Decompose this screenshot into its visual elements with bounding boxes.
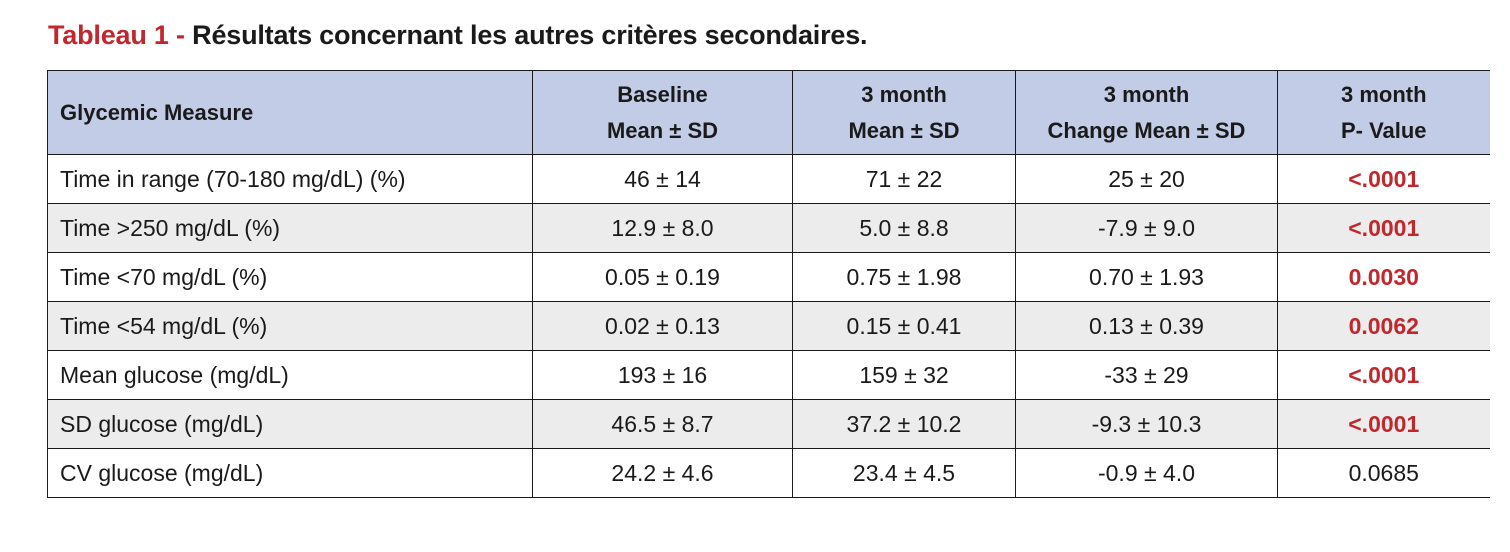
baseline-cell: 46.5 ± 8.7 — [532, 399, 793, 449]
change-cell: 0.13 ± 0.39 — [1015, 301, 1278, 351]
p-value-cell: <.0001 — [1277, 350, 1490, 400]
header-baseline: Baseline Mean ± SD — [532, 70, 793, 155]
change-cell: 25 ± 20 — [1015, 154, 1278, 204]
measure-cell: Time <54 mg/dL (%) — [47, 301, 533, 351]
header-line: Glycemic Measure — [60, 99, 254, 125]
header-p-value: 3 month P- Value — [1277, 70, 1490, 155]
measure-cell: SD glucose (mg/dL) — [47, 399, 533, 449]
change-cell: -0.9 ± 4.0 — [1015, 448, 1278, 498]
table-row: Time <54 mg/dL (%) 0.02 ± 0.13 0.15 ± 0.… — [47, 301, 1490, 351]
table-row: Mean glucose (mg/dL) 193 ± 16 159 ± 32 -… — [47, 350, 1490, 400]
change-cell: -9.3 ± 10.3 — [1015, 399, 1278, 449]
month3-cell: 0.75 ± 1.98 — [792, 252, 1016, 302]
header-3-month-change: 3 month Change Mean ± SD — [1015, 70, 1278, 155]
p-value-cell: <.0001 — [1277, 154, 1490, 204]
header-line: 3 month — [1340, 81, 1427, 107]
table-row: Time >250 mg/dL (%) 12.9 ± 8.0 5.0 ± 8.8… — [47, 203, 1490, 253]
baseline-cell: 12.9 ± 8.0 — [532, 203, 793, 253]
baseline-cell: 46 ± 14 — [532, 154, 793, 204]
month3-cell: 37.2 ± 10.2 — [792, 399, 1016, 449]
baseline-cell: 24.2 ± 4.6 — [532, 448, 793, 498]
measure-cell: Mean glucose (mg/dL) — [47, 350, 533, 400]
month3-cell: 23.4 ± 4.5 — [792, 448, 1016, 498]
baseline-cell: 0.05 ± 0.19 — [532, 252, 793, 302]
header-glycemic-measure: Glycemic Measure — [47, 70, 533, 155]
header-line: Mean ± SD — [848, 117, 960, 143]
measure-cell: Time >250 mg/dL (%) — [47, 203, 533, 253]
header-line: Change Mean ± SD — [1047, 117, 1246, 143]
month3-cell: 159 ± 32 — [792, 350, 1016, 400]
header-line: 3 month — [1103, 81, 1190, 107]
table-caption-title: Résultats concernant les autres critères… — [192, 20, 868, 50]
table-caption-label: Tableau 1 - — [48, 20, 193, 50]
table-row: Time <70 mg/dL (%) 0.05 ± 0.19 0.75 ± 1.… — [47, 252, 1490, 302]
measure-cell: Time <70 mg/dL (%) — [47, 252, 533, 302]
change-cell: 0.70 ± 1.93 — [1015, 252, 1278, 302]
measure-cell: CV glucose (mg/dL) — [47, 448, 533, 498]
header-line: Mean ± SD — [606, 117, 719, 143]
p-value-cell: 0.0062 — [1277, 301, 1490, 351]
month3-cell: 0.15 ± 0.41 — [792, 301, 1016, 351]
p-value-cell: 0.0685 — [1277, 448, 1490, 498]
header-line: 3 month — [861, 81, 947, 107]
measure-cell: Time in range (70-180 mg/dL) (%) — [47, 154, 533, 204]
change-cell: -7.9 ± 9.0 — [1015, 203, 1278, 253]
table-row: SD glucose (mg/dL) 46.5 ± 8.7 37.2 ± 10.… — [47, 399, 1490, 449]
table-row: CV glucose (mg/dL) 24.2 ± 4.6 23.4 ± 4.5… — [47, 448, 1490, 498]
baseline-cell: 193 ± 16 — [532, 350, 793, 400]
baseline-cell: 0.02 ± 0.13 — [532, 301, 793, 351]
month3-cell: 71 ± 22 — [792, 154, 1016, 204]
glycemic-results-table: Glycemic Measure Baseline Mean ± SD 3 mo… — [47, 70, 1490, 498]
header-3-month: 3 month Mean ± SD — [792, 70, 1016, 155]
header-line: P- Value — [1340, 117, 1427, 143]
change-cell: -33 ± 29 — [1015, 350, 1278, 400]
p-value-cell: 0.0030 — [1277, 252, 1490, 302]
table-caption: Tableau 1 - Résultats concernant les aut… — [48, 20, 868, 51]
p-value-cell: <.0001 — [1277, 203, 1490, 253]
header-line: Baseline — [617, 81, 708, 107]
month3-cell: 5.0 ± 8.8 — [792, 203, 1016, 253]
table-header-row: Glycemic Measure Baseline Mean ± SD 3 mo… — [47, 70, 1490, 155]
p-value-cell: <.0001 — [1277, 399, 1490, 449]
table-row: Time in range (70-180 mg/dL) (%) 46 ± 14… — [47, 154, 1490, 204]
